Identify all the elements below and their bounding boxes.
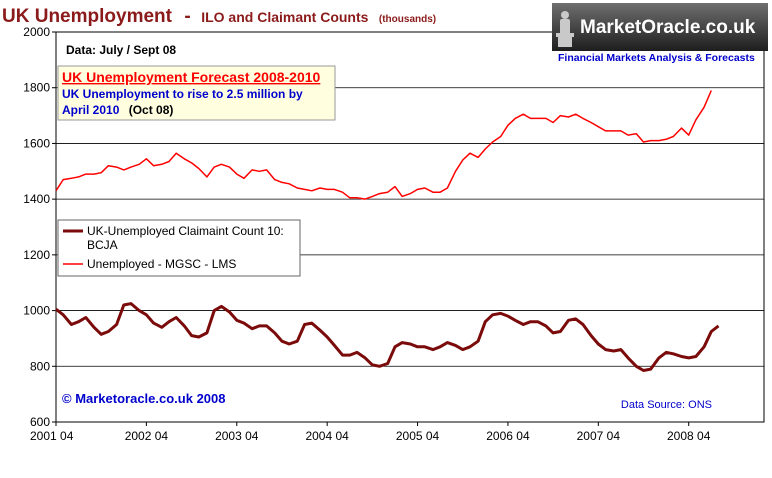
x-tick-label: 2006 04 [486, 429, 530, 443]
x-tick-label: 2001 04 [30, 429, 74, 443]
x-tick-label: 2008 04 [667, 429, 711, 443]
title-dash: - [184, 6, 190, 27]
y-tick-label: 2000 [23, 25, 50, 39]
forecast-title: UK Unemployment Forecast 2008-2010 [62, 69, 321, 85]
forecast-line2a: April 2010 [62, 103, 120, 117]
y-tick-label: 600 [30, 415, 50, 429]
y-tick-label: 800 [30, 359, 50, 373]
x-tick-label: 2005 04 [396, 429, 440, 443]
logo-graphic: MarketOracle.co.uk Financial Markets Ana… [552, 3, 768, 64]
y-tick-label: 1400 [23, 192, 50, 206]
y-tick-label: 1000 [23, 304, 50, 318]
copyright-label: © Marketoracle.co.uk 2008 [62, 391, 226, 406]
series-line-ilo-unemployed [55, 90, 712, 200]
x-tick-label: 2004 04 [305, 429, 349, 443]
legend-label-ilo: Unemployed - MGSC - LMS [87, 257, 236, 271]
y-tick-label: 1800 [23, 81, 50, 95]
forecast-line2: April 2010 (Oct 08) [62, 103, 173, 117]
logo-name: MarketOracle.co.uk [580, 17, 756, 38]
legend-box [57, 219, 301, 277]
logo-tagline: Financial Markets Analysis & Forecasts [558, 52, 755, 64]
legend-label-claimant-2: BCJA [87, 238, 118, 252]
marketoracle-logo: MarketOracle.co.uk Financial Markets Ana… [552, 3, 768, 65]
x-tick-label: 2003 04 [215, 429, 259, 443]
y-tick-label: 1600 [23, 136, 50, 150]
y-axis-ticks: 600 800 1000 1200 1400 1600 1800 2000 [23, 25, 56, 429]
data-period-label: Data: July / Sept 08 [66, 43, 176, 57]
chart-title-main: UK Unemployment - ILO and Claimant Count… [2, 6, 436, 27]
series-line-claimant-count [55, 302, 720, 372]
forecast-line2b: (Oct 08) [129, 103, 174, 117]
forecast-box-bg [57, 65, 336, 121]
x-tick-label: 2002 04 [125, 429, 169, 443]
forecast-box: UK Unemployment Forecast 2008-2010 UK Un… [57, 65, 336, 121]
x-axis-ticks: 2001 04 2002 04 2003 04 2004 04 2005 04 2006 … [30, 422, 711, 443]
source-label: Data Source: ONS [621, 399, 712, 411]
legend: UK-Unemployed Claimaint Count 10: BCJA U… [57, 219, 301, 277]
title-sub-text: ILO and Claimant Counts [201, 9, 368, 25]
title-small-text: (thousands) [379, 14, 436, 25]
statue-icon [556, 11, 574, 47]
series-lines [55, 90, 720, 372]
forecast-line1: UK Unemployment to rise to 2.5 million b… [62, 87, 303, 101]
legend-label-claimant-1: UK-Unemployed Claimaint Count 10: [87, 224, 284, 238]
logo-bg [552, 3, 768, 51]
y-tick-label: 1200 [23, 248, 50, 262]
title-main-text: UK Unemployment [2, 6, 173, 27]
x-tick-label: 2007 04 [577, 429, 621, 443]
